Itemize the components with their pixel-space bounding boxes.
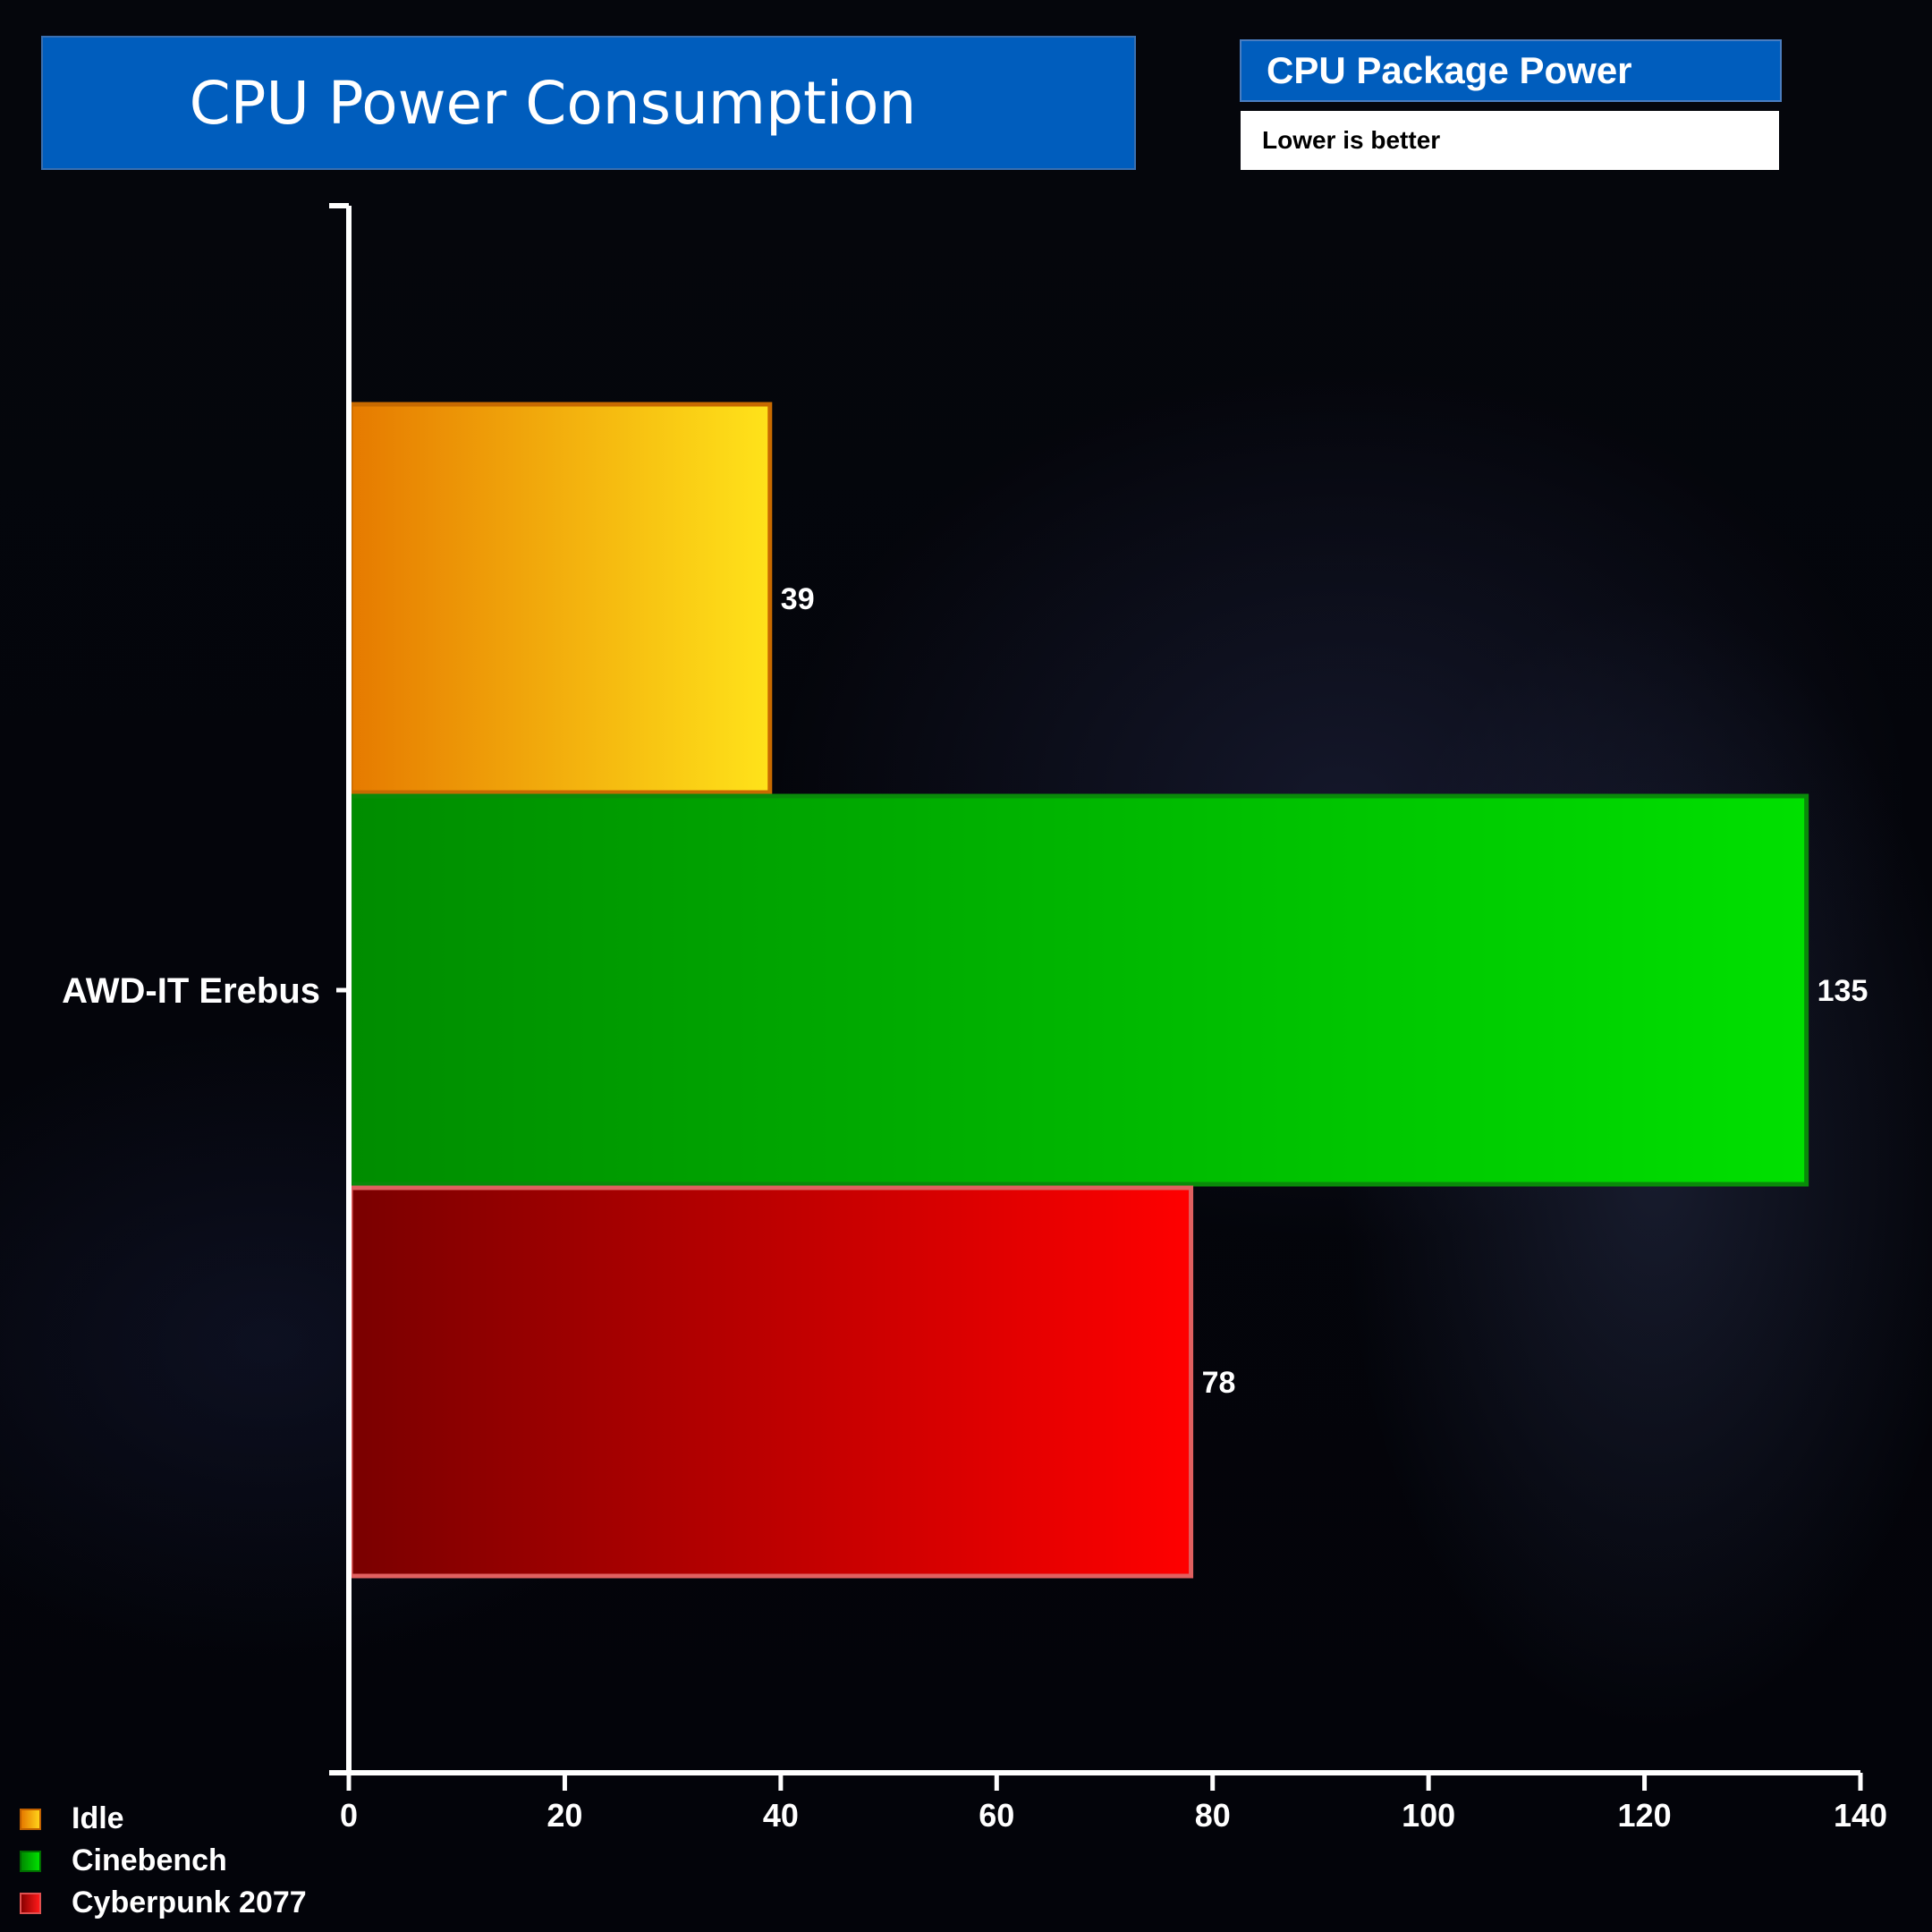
x-tick-label-40: 40	[763, 1797, 799, 1834]
legend-swatch-cinebench	[20, 1850, 41, 1872]
x-tick-label-120: 120	[1618, 1797, 1672, 1834]
lower-is-better-note: Lower is better	[1241, 111, 1779, 170]
metric-label: CPU Package Power	[1240, 39, 1782, 102]
legend-label-cinebench: Cinebench	[72, 1843, 227, 1877]
category-label: AWD-IT Erebus	[62, 971, 320, 1011]
bar-cinebench	[348, 793, 1809, 1187]
x-tick-label-0: 0	[340, 1797, 358, 1834]
data-label-idle: 39	[781, 582, 815, 616]
title-banner: CPU Power Consumption	[41, 36, 1136, 170]
legend-swatch-cyberpunk	[20, 1892, 41, 1914]
legend-item-cinebench: Cinebench	[20, 1840, 307, 1882]
data-label-cinebench: 135	[1818, 974, 1868, 1008]
x-tick-label-140: 140	[1834, 1797, 1887, 1834]
x-tick-label-80: 80	[1195, 1797, 1231, 1834]
bar-idle	[348, 402, 773, 795]
legend-label-cyberpunk: Cyberpunk 2077	[72, 1885, 307, 1919]
bar-cyberpunk-2077	[348, 1185, 1194, 1579]
legend-label-idle: Idle	[72, 1801, 124, 1835]
legend-item-idle: Idle	[20, 1798, 307, 1840]
legend: Idle Cinebench Cyberpunk 2077	[20, 1798, 307, 1924]
x-tick-label-60: 60	[979, 1797, 1014, 1834]
x-tick-label-20: 20	[547, 1797, 582, 1834]
legend-item-cyberpunk: Cyberpunk 2077	[20, 1882, 307, 1924]
legend-swatch-idle	[20, 1808, 41, 1830]
data-label-cyberpunk-2077: 78	[1202, 1366, 1236, 1400]
x-tick-label-100: 100	[1402, 1797, 1455, 1834]
chart-title: CPU Power Consumption	[189, 68, 917, 138]
